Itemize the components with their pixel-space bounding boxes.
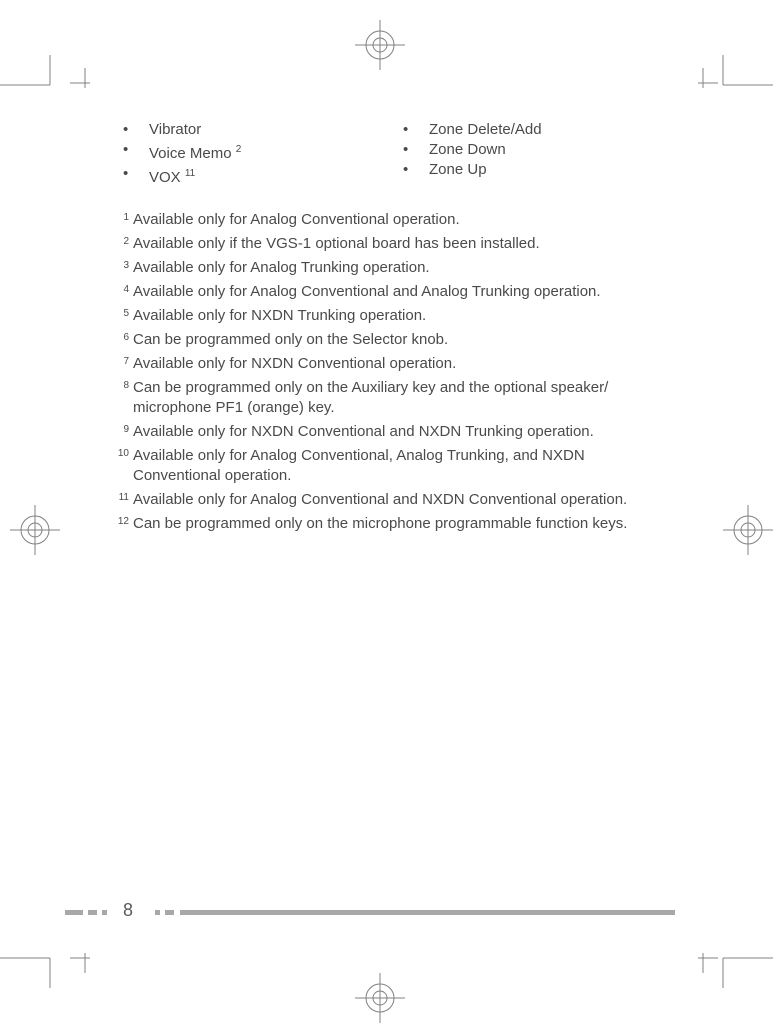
corner-mark-br [688, 943, 718, 973]
bullet-dot: • [395, 160, 429, 180]
bullet-item: •Zone Up [395, 160, 675, 180]
footnote-text: Can be programmed only on the microphone… [131, 514, 675, 534]
footnote-number: 3 [115, 258, 131, 278]
footnote: 4Available only for Analog Conventional … [115, 282, 675, 302]
footnote: 8Can be programmed only on the Auxiliary… [115, 378, 675, 418]
footnote-number: 5 [115, 306, 131, 326]
bullet-dot: • [115, 164, 149, 184]
bullet-dot: • [395, 140, 429, 160]
bullet-dot: • [115, 120, 149, 140]
footnote: 9Available only for NXDN Conventional an… [115, 422, 675, 442]
footnote-text: Available only for NXDN Conventional and… [131, 422, 675, 442]
corner-mark-tr [688, 68, 718, 98]
bullet-sup: 2 [236, 144, 242, 155]
footnote: 7Available only for NXDN Conventional op… [115, 354, 675, 374]
corner-mark-bl [70, 943, 100, 973]
footnote-number: 11 [115, 490, 131, 510]
page-number: 8 [117, 900, 139, 921]
bullet-text: Zone Delete/Add [429, 120, 675, 140]
bullet-dot: • [395, 120, 429, 140]
bullet-text: Zone Down [429, 140, 675, 160]
footnote-number: 6 [115, 330, 131, 350]
bullet-sup: 11 [185, 168, 195, 179]
footnote-number: 9 [115, 422, 131, 442]
footnote-number: 1 [115, 210, 131, 230]
footnote-text: Available only for Analog Conventional a… [131, 282, 675, 302]
footnote-number: 10 [115, 446, 131, 486]
bullet-text: VOX 11 [149, 164, 395, 188]
footnote: 6Can be programmed only on the Selector … [115, 330, 675, 350]
bullet-col-right: •Zone Delete/Add•Zone Down•Zone Up [395, 120, 675, 188]
footnote-number: 8 [115, 378, 131, 418]
bullet-item: •Zone Down [395, 140, 675, 160]
crop-mark-bl [0, 928, 70, 988]
bullet-item: •Voice Memo 2 [115, 140, 395, 164]
reg-mark-bottom [350, 968, 410, 1028]
footnote: 1Available only for Analog Conventional … [115, 210, 675, 230]
footnote-number: 2 [115, 234, 131, 254]
bullet-columns: •Vibrator•Voice Memo 2•VOX 11 •Zone Dele… [115, 120, 675, 188]
bullet-text: Vibrator [149, 120, 395, 140]
footnote-text: Can be programmed only on the Auxiliary … [131, 378, 675, 418]
footer-bar [0, 907, 773, 917]
footnote: 5Available only for NXDN Trunking operat… [115, 306, 675, 326]
page-content: •Vibrator•Voice Memo 2•VOX 11 •Zone Dele… [115, 120, 675, 538]
footnote-text: Available only for Analog Conventional o… [131, 210, 675, 230]
footnotes-list: 1Available only for Analog Conventional … [115, 210, 675, 534]
reg-mark-right [718, 500, 773, 560]
footnote-text: Available only for NXDN Conventional ope… [131, 354, 675, 374]
footnote-text: Available only for Analog Conventional, … [131, 446, 675, 486]
footnote-text: Available only for NXDN Trunking operati… [131, 306, 675, 326]
crop-mark-tl [0, 55, 70, 115]
footnote: 3Available only for Analog Trunking oper… [115, 258, 675, 278]
footnote-text: Available only for Analog Conventional a… [131, 490, 675, 510]
bullet-item: •Vibrator [115, 120, 395, 140]
footnote: 10Available only for Analog Conventional… [115, 446, 675, 486]
bullet-col-left: •Vibrator•Voice Memo 2•VOX 11 [115, 120, 395, 188]
footnote: 12Can be programmed only on the micropho… [115, 514, 675, 534]
footnote-text: Available only for Analog Trunking opera… [131, 258, 675, 278]
footnote-number: 12 [115, 514, 131, 534]
corner-mark-tl [70, 68, 100, 98]
reg-mark-left [5, 500, 65, 560]
footnote-number: 4 [115, 282, 131, 302]
footnote: 2Available only if the VGS-1 optional bo… [115, 234, 675, 254]
bullet-dot: • [115, 140, 149, 160]
bullet-item: •Zone Delete/Add [395, 120, 675, 140]
bullet-text: Voice Memo 2 [149, 140, 395, 164]
reg-mark-top [350, 15, 410, 75]
footnote-text: Can be programmed only on the Selector k… [131, 330, 675, 350]
footnote-number: 7 [115, 354, 131, 374]
bullet-item: •VOX 11 [115, 164, 395, 188]
bullet-text: Zone Up [429, 160, 675, 180]
footnote: 11Available only for Analog Conventional… [115, 490, 675, 510]
footnote-text: Available only if the VGS-1 optional boa… [131, 234, 675, 254]
